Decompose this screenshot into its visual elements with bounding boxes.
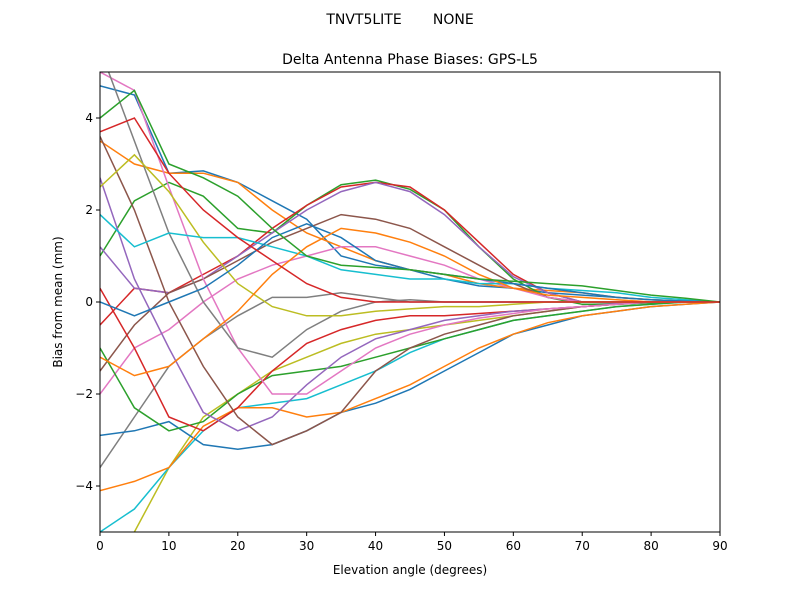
x-tick-label: 30 <box>299 539 314 553</box>
x-tick-label: 20 <box>230 539 245 553</box>
series-line-11 <box>100 301 720 492</box>
series-line-19 <box>100 214 720 303</box>
y-axis: −4 −2 0 2 4 <box>75 111 100 493</box>
series-line-15 <box>100 136 720 446</box>
chart-title: Delta Antenna Phase Biases: GPS-L5 <box>282 52 538 68</box>
x-tick-label: 90 <box>712 539 727 553</box>
y-axis-label: Bias from mean (mm) <box>51 236 65 367</box>
series-line-6 <box>100 246 720 395</box>
y-tick-label: 4 <box>85 111 93 125</box>
x-tick-label: 40 <box>368 539 383 553</box>
series-line-8 <box>133 301 720 532</box>
x-tick-label: 50 <box>437 539 452 553</box>
x-tick-label: 60 <box>506 539 521 553</box>
figure-suptitle: TNVT5LITE NONE <box>325 12 473 28</box>
x-tick-label: 80 <box>643 539 658 553</box>
series-line-9 <box>100 301 720 532</box>
series-line-22 <box>100 89 720 303</box>
x-tick-label: 10 <box>161 539 176 553</box>
series-line-1 <box>100 140 720 303</box>
x-tick-label: 70 <box>575 539 590 553</box>
series-line-23 <box>100 117 720 303</box>
series-line-16 <box>100 72 720 395</box>
y-tick-label: −2 <box>75 387 93 401</box>
x-axis-label: Elevation angle (degrees) <box>333 563 487 577</box>
x-tick-label: 0 <box>96 539 104 553</box>
series-line-21 <box>100 227 720 377</box>
series-line-12 <box>100 301 720 432</box>
y-tick-label: 2 <box>85 203 93 217</box>
x-axis: 0 10 20 30 40 50 60 70 80 90 <box>96 532 728 553</box>
series-lines <box>100 72 720 532</box>
y-tick-label: −4 <box>75 479 93 493</box>
y-tick-label: 0 <box>85 295 93 309</box>
